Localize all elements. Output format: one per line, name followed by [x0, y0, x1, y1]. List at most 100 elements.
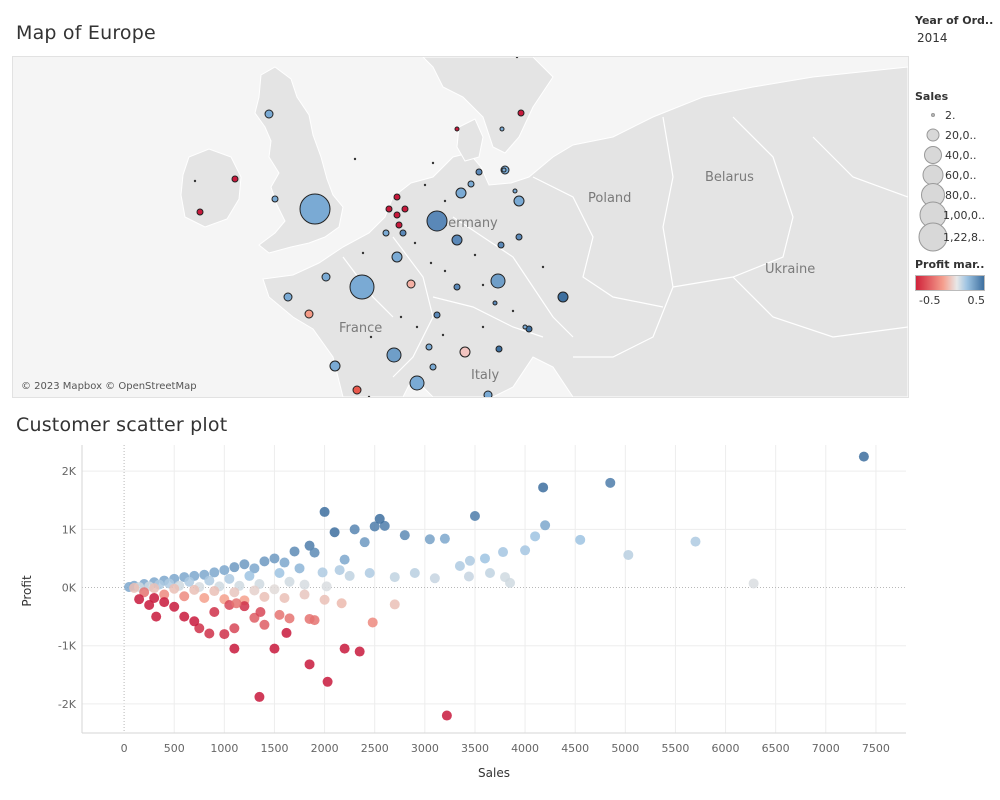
bubble-gothenburg[interactable]	[499, 126, 505, 132]
scatter-point[interactable]	[575, 534, 586, 545]
bubble-vienna[interactable]	[557, 291, 569, 303]
scatter-point[interactable]	[334, 565, 345, 576]
scatter-point[interactable]	[339, 554, 350, 565]
scatter-point[interactable]	[269, 584, 280, 595]
scatter-point[interactable]	[169, 601, 180, 612]
scatter-point[interactable]	[344, 570, 355, 581]
bubble-normandy[interactable]	[321, 272, 331, 282]
scatter-point[interactable]	[317, 567, 328, 578]
scatter-point[interactable]	[229, 562, 240, 573]
scatter-point[interactable]	[309, 547, 320, 558]
scatter-point[interactable]	[259, 619, 270, 630]
scatter-point[interactable]	[219, 565, 230, 576]
scatter-point[interactable]	[224, 573, 235, 584]
bubble-antwerp[interactable]	[382, 229, 390, 237]
bubble-bordeaux[interactable]	[329, 360, 341, 372]
bubble-innsbruck[interactable]	[492, 300, 498, 306]
bubble-paris[interactable]	[349, 274, 375, 300]
scatter-point[interactable]	[464, 555, 475, 566]
scatter-point[interactable]	[239, 559, 250, 570]
bubble-london[interactable]	[299, 193, 331, 225]
bubble-hamburg[interactable]	[455, 187, 467, 199]
bubble-dresden[interactable]	[515, 233, 523, 241]
bubble-berlin[interactable]	[513, 195, 525, 207]
bubble-strasbourg[interactable]	[406, 279, 416, 289]
bubble-ljubljana[interactable]	[522, 324, 528, 330]
scatter-point[interactable]	[304, 613, 315, 624]
bubble-netherlands-a[interactable]	[385, 205, 393, 213]
scatter-point[interactable]	[144, 600, 155, 610]
bubble-nuremberg[interactable]	[497, 241, 505, 249]
scatter-point[interactable]	[399, 530, 410, 541]
scatter-point[interactable]	[229, 623, 240, 634]
bubble-netherlands-b[interactable]	[401, 205, 409, 213]
bubble-cork[interactable]	[196, 208, 204, 216]
scatter-point[interactable]	[294, 563, 305, 574]
scatter-point[interactable]	[239, 601, 250, 612]
bubble-nantes[interactable]	[304, 309, 314, 319]
scatter-point[interactable]	[279, 557, 290, 568]
bubble-venice[interactable]	[495, 345, 503, 353]
bubble-turin[interactable]	[429, 363, 437, 371]
scatter-point[interactable]	[369, 521, 380, 532]
bubble-frankfurt[interactable]	[451, 234, 463, 246]
scatter-point[interactable]	[179, 611, 190, 622]
scatter-point[interactable]	[538, 482, 549, 493]
scatter-point[interactable]	[299, 589, 310, 600]
scatter-point[interactable]	[319, 594, 330, 605]
scatter-point[interactable]	[469, 510, 480, 521]
scatter-point[interactable]	[151, 611, 162, 622]
scatter-point[interactable]	[255, 606, 266, 617]
year-filter-legend[interactable]: Year of Ord.. 2014	[915, 14, 995, 45]
scatter-point[interactable]	[249, 563, 260, 574]
scatter-point[interactable]	[194, 623, 205, 634]
scatter-point[interactable]	[269, 643, 280, 654]
scatter-point[interactable]	[463, 571, 474, 582]
scatter-point[interactable]	[199, 593, 210, 604]
scatter-point[interactable]	[159, 589, 170, 600]
europe-map[interactable]: Poland Belarus Ukraine France Germany It…	[12, 56, 909, 398]
bubble-netherlands-d[interactable]	[393, 193, 401, 201]
scatter-point[interactable]	[159, 597, 170, 608]
scatter-point[interactable]	[184, 576, 195, 587]
scatter-point[interactable]	[484, 568, 495, 578]
scatter-point[interactable]	[748, 578, 759, 589]
scatter-point[interactable]	[304, 540, 315, 551]
bubble-oslo[interactable]	[454, 126, 460, 132]
scatter-point[interactable]	[209, 606, 220, 617]
scatter-point[interactable]	[479, 553, 490, 564]
map-attribution[interactable]: © 2023 Mapbox © OpenStreetMap	[21, 381, 197, 392]
scatter-point[interactable]	[299, 579, 310, 590]
scatter-point[interactable]	[204, 628, 215, 639]
scatter-point[interactable]	[409, 568, 420, 578]
scatter-point[interactable]	[284, 613, 295, 624]
bubble-zurich[interactable]	[433, 311, 441, 319]
scatter-point[interactable]	[189, 584, 200, 595]
scatter-point[interactable]	[429, 573, 440, 584]
scatter-point[interactable]	[279, 593, 290, 604]
bubble-brussels[interactable]	[399, 229, 407, 237]
scatter-point[interactable]	[359, 537, 370, 548]
bubble-dublin[interactable]	[231, 175, 239, 183]
scatter-point[interactable]	[367, 617, 378, 628]
scatter-point[interactable]	[498, 547, 509, 558]
scatter-point[interactable]	[500, 572, 511, 583]
year-legend-value[interactable]: 2014	[917, 31, 948, 45]
scatter-point[interactable]	[179, 591, 190, 602]
scatter-point[interactable]	[289, 546, 300, 557]
bubble-potsdam[interactable]	[512, 188, 518, 194]
bubble-munich-region[interactable]	[490, 273, 506, 289]
scatter-point[interactable]	[389, 572, 400, 583]
bubble-germany-west[interactable]	[426, 210, 448, 232]
bubble-lyon[interactable]	[386, 347, 402, 363]
scatter-point[interactable]	[530, 531, 541, 542]
scatter-point[interactable]	[249, 585, 260, 596]
scatter-point[interactable]	[540, 520, 551, 531]
scatter-point[interactable]	[389, 599, 400, 610]
scatter-point[interactable]	[134, 594, 145, 605]
scatter-point[interactable]	[329, 527, 340, 538]
scatter-point[interactable]	[336, 598, 347, 609]
scatter-point[interactable]	[204, 575, 215, 586]
scatter-point[interactable]	[229, 643, 240, 654]
bubble-stuttgart[interactable]	[453, 283, 461, 291]
